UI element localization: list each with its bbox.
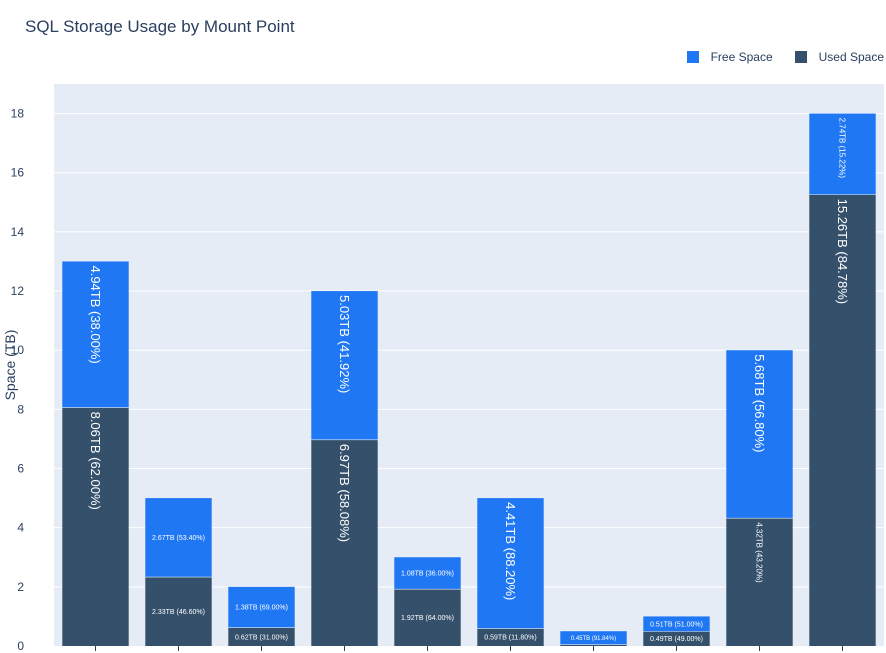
bar-label-used-space: 15.26TB (84.78%) (835, 199, 850, 305)
y-tick-label: 8 (17, 402, 24, 416)
bar-label-free-space: 2.67TB (53.40%) (152, 535, 205, 542)
bar-label-used-space: 2.33TB (46.60%) (152, 609, 205, 616)
legend-label-free-space: Free Space (710, 50, 773, 64)
y-tick-label: 16 (11, 166, 25, 180)
bar-free-space[interactable] (228, 586, 295, 628)
y-tick-label: 4 (17, 521, 24, 535)
bar-label-free-space: 5.68TB (56.80%) (752, 354, 767, 452)
bar-used-space[interactable] (809, 194, 876, 647)
bar-label-free-space: 4.41TB (88.20%) (503, 502, 518, 600)
y-tick-label: 14 (11, 225, 25, 239)
bar-used-space[interactable] (477, 628, 544, 646)
bar-used-space[interactable] (311, 439, 378, 646)
bar-label-used-space: 8.06TB (62.00%) (88, 412, 103, 510)
bar-used-space[interactable] (726, 518, 793, 646)
bar-used-space[interactable] (228, 627, 295, 646)
bar-free-space[interactable] (560, 631, 627, 645)
y-tick-label: 10 (11, 343, 25, 357)
bar-group: 0.59TB (11.80%) 4.41TB (88.20%) (477, 498, 544, 651)
y-tick-label: 0 (17, 639, 24, 653)
bar-used-space[interactable] (145, 577, 212, 646)
bar-group: 0.45TB (91.84%) (560, 631, 627, 651)
bar-label-free-space: 2.74TB (15.22%) (838, 118, 847, 179)
legend-swatch-free-space (686, 51, 699, 63)
legend-item-free-space[interactable]: Free Space (686, 50, 773, 64)
bar-used-space[interactable] (560, 644, 627, 646)
y-tick-label: 6 (17, 462, 24, 476)
legend-label-used-space: Used Space (818, 50, 884, 64)
bar-used-space[interactable] (62, 407, 129, 646)
bar-free-space[interactable] (809, 113, 876, 195)
bar-group: 1.92TB (64.00%) 1.08TB (36.00%) (394, 557, 461, 651)
bar-label-used-space: 1.92TB (64.00%) (401, 615, 454, 622)
bar-free-space[interactable] (643, 616, 710, 632)
bar-group: 0.49TB (49.00%) 0.51TB (51.00%) (643, 616, 710, 651)
legend: Free Space Used Space (686, 50, 884, 64)
legend-item-used-space[interactable]: Used Space (794, 50, 884, 64)
bar-free-space[interactable] (145, 498, 212, 578)
bar-group: 6.97TB (58.08%) 5.03TB (41.92%) (311, 291, 378, 651)
bar-label-used-space: 0.59TB (11.80%) (484, 635, 536, 642)
y-tick-label: 12 (11, 284, 25, 298)
bar-label-free-space: 4.94TB (38.00%) (88, 265, 103, 363)
bar-group: 4.32TB (43.20%) 5.68TB (56.80%) (726, 350, 793, 651)
bar-used-space[interactable] (394, 589, 461, 646)
bar-free-space[interactable] (62, 261, 129, 408)
chart-title: SQL Storage Usage by Mount Point (25, 17, 295, 36)
bar-used-space[interactable] (643, 631, 710, 646)
bar-label-used-space: 0.49TB (49.00%) (650, 636, 703, 643)
bar-label-used-space: 0.62TB (31.00%) (235, 634, 288, 641)
bar-group: 2.33TB (46.60%) 2.67TB (53.40%) (145, 498, 212, 651)
bar-label-free-space: 0.51TB (51.00%) (650, 621, 703, 628)
bar-free-space[interactable] (311, 291, 378, 440)
bar-free-space[interactable] (477, 498, 544, 629)
bar-label-used-space: 4.32TB (43.20%) (755, 522, 764, 583)
y-tick-label: 2 (17, 580, 24, 594)
bar-group: 8.06TB (62.00%) 4.94TB (38.00%) (62, 261, 129, 651)
bar-label-free-space: 1.08TB (36.00%) (401, 571, 454, 578)
bar-free-space[interactable] (394, 557, 461, 590)
bar-label-free-space: 5.03TB (41.92%) (337, 295, 352, 393)
bar-group: 15.26TB (84.78%) 2.74TB (15.22%) (809, 113, 876, 651)
legend-swatch-used-space (794, 51, 807, 63)
bar-group: 0.62TB (31.00%) 1.38TB (69.00%) (228, 586, 295, 651)
y-tick-label: 18 (11, 107, 25, 121)
bar-label-free-space: 1.38TB (69.00%) (235, 605, 288, 612)
bar-free-space[interactable] (726, 350, 793, 519)
bar-label-used-space: 6.97TB (58.08%) (337, 444, 352, 542)
bar-label-free-space: 0.45TB (91.84%) (571, 636, 616, 642)
